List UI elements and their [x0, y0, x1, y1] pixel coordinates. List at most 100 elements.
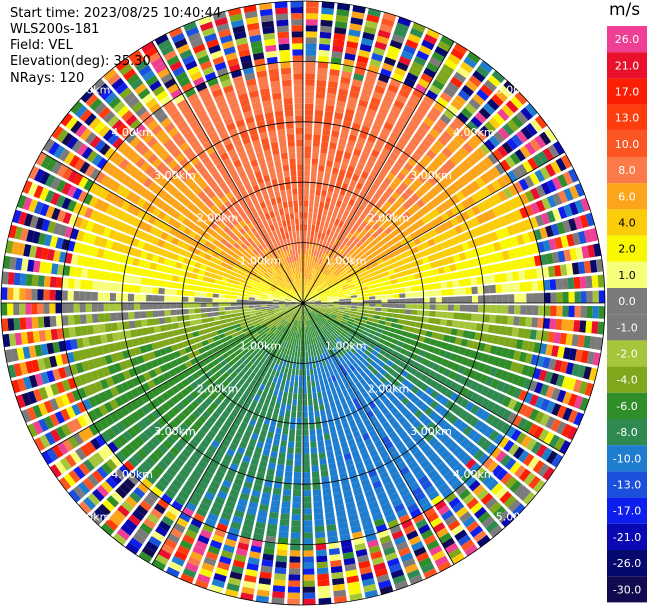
range-gate	[291, 304, 298, 308]
range-gate	[146, 413, 157, 424]
range-gate	[224, 268, 232, 275]
range-gate	[318, 226, 324, 233]
range-gate	[214, 434, 224, 444]
range-gate	[210, 439, 220, 449]
range-gate	[303, 447, 310, 454]
range-gate	[464, 250, 473, 260]
range-gate	[155, 129, 167, 140]
range-gate	[375, 523, 388, 533]
range-gate	[222, 327, 230, 333]
range-gate	[480, 223, 490, 234]
range-gate	[54, 354, 64, 367]
range-gate	[51, 125, 64, 140]
range-gate	[362, 257, 369, 264]
range-gate	[129, 275, 136, 284]
range-gate	[312, 483, 321, 490]
range-gate	[461, 241, 470, 251]
range-gate	[242, 348, 249, 355]
range-gate	[386, 486, 397, 497]
range-gate	[408, 66, 421, 77]
range-gate	[440, 35, 454, 47]
range-gate	[325, 248, 331, 255]
range-gate	[109, 151, 120, 163]
range-gate	[301, 321, 303, 328]
range-gate	[46, 342, 55, 355]
range-gate	[254, 381, 261, 389]
range-gate	[514, 149, 526, 162]
range-gate	[166, 435, 177, 446]
range-gate	[445, 273, 453, 281]
range-gate	[238, 266, 246, 273]
range-gate	[262, 207, 269, 215]
range-gate	[347, 212, 355, 220]
range-gate	[475, 177, 486, 188]
range-gate	[454, 225, 463, 235]
range-gate	[403, 44, 416, 55]
range-gate	[263, 285, 270, 290]
range-gate	[219, 181, 228, 190]
range-gate	[409, 183, 419, 192]
range-gate	[367, 268, 375, 274]
range-gate	[252, 211, 260, 219]
range-gate	[291, 176, 297, 183]
range-gate	[298, 194, 303, 201]
range-gate	[304, 339, 307, 346]
range-gate	[212, 251, 220, 259]
range-gate	[183, 277, 191, 284]
range-gate	[152, 318, 160, 326]
range-gate	[204, 240, 212, 248]
range-gate	[294, 212, 299, 219]
range-gate	[197, 15, 212, 26]
range-gate	[67, 377, 77, 390]
range-gate	[348, 198, 356, 207]
range-gate	[210, 401, 219, 410]
range-gate	[311, 290, 317, 295]
range-gate	[254, 527, 265, 536]
range-gate	[44, 385, 54, 398]
range-gate	[89, 135, 102, 149]
range-gate	[292, 43, 303, 50]
range-gate	[340, 215, 347, 223]
range-gate	[285, 342, 290, 349]
range-gate	[259, 131, 268, 140]
range-gate	[432, 123, 444, 134]
range-gate	[376, 226, 384, 235]
range-gate	[292, 502, 301, 509]
range-gate	[197, 54, 210, 65]
range-gate	[267, 62, 279, 70]
range-gate	[280, 189, 286, 197]
range-gate	[404, 287, 412, 293]
range-gate	[306, 375, 311, 382]
range-gate	[31, 288, 38, 301]
range-gate	[261, 423, 269, 431]
range-gate	[28, 199, 38, 213]
range-gate	[242, 272, 250, 278]
range-gate	[554, 236, 563, 249]
range-gate	[204, 491, 215, 501]
range-gate	[269, 276, 275, 282]
range-gate	[177, 255, 185, 263]
range-gate	[270, 141, 279, 150]
range-gate	[259, 410, 267, 418]
range-gate	[271, 327, 278, 333]
range-gate	[192, 224, 201, 233]
range-gate	[333, 245, 340, 253]
range-gate	[351, 450, 360, 459]
range-gate	[247, 557, 260, 565]
range-gate	[321, 300, 328, 303]
range-gate	[85, 220, 95, 232]
range-gate	[117, 273, 124, 283]
range-gate	[235, 231, 243, 239]
range-gate	[408, 255, 416, 262]
range-gate	[258, 182, 266, 190]
range-gate	[207, 317, 215, 323]
range-gate	[271, 273, 278, 279]
range-gate	[79, 303, 86, 313]
range-gate	[574, 183, 585, 197]
range-gate	[508, 211, 518, 223]
range-gate	[374, 117, 385, 127]
range-gate	[340, 416, 348, 424]
range-gate	[104, 92, 118, 105]
range-gate	[204, 449, 214, 459]
range-gate	[113, 341, 122, 352]
